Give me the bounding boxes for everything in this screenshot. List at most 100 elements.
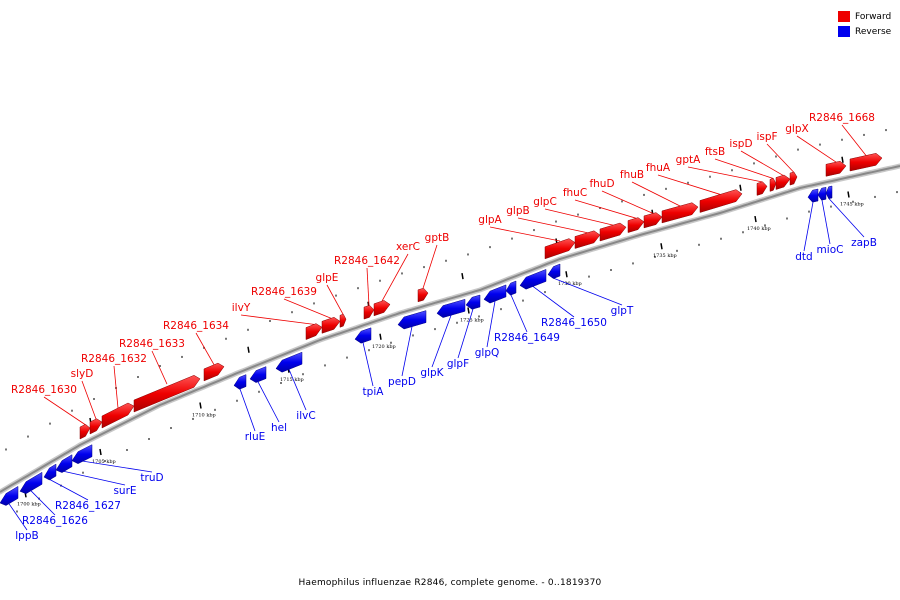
gene-label-glpf[interactable]: glpF <box>447 358 469 370</box>
gene-arrow-glpb[interactable] <box>574 230 601 249</box>
major-tick-mark <box>754 215 757 223</box>
major-tick-mark <box>739 184 742 191</box>
gene-label-fhuc[interactable]: fhuC <box>563 187 587 199</box>
gene-arrow-trud[interactable] <box>71 444 93 464</box>
gene-label-zapb[interactable]: zapB <box>851 237 877 249</box>
gene-label-glpe[interactable]: glpE <box>316 272 339 284</box>
gene-arrow-r2846-1626[interactable] <box>19 471 43 494</box>
gene-label-glpb[interactable]: glpB <box>506 205 529 217</box>
gene-arrow-dtd[interactable] <box>807 188 819 203</box>
gene-label-fhub[interactable]: fhuB <box>620 169 644 181</box>
gene-label-tpia[interactable]: tpiA <box>363 386 385 398</box>
gene-arrow-ilvc[interactable] <box>275 351 303 373</box>
gene-arrow-glpx[interactable] <box>825 160 847 177</box>
minor-tick-mark <box>775 155 777 158</box>
gene-label-ftsb[interactable]: ftsB <box>705 146 725 158</box>
gene-label-rlue[interactable]: rluE <box>245 431 266 443</box>
gene-label-glpk[interactable]: glpK <box>420 367 444 379</box>
gene-arrow-sure[interactable] <box>55 454 73 473</box>
gene-arrow-fhud[interactable] <box>643 212 663 229</box>
gene-label-ilvy[interactable]: ilvY <box>232 302 251 314</box>
gene-label-r2846-1642[interactable]: R2846_1642 <box>334 255 400 267</box>
gene-label-r2846-1650[interactable]: R2846_1650 <box>541 317 607 329</box>
backbone-shadow <box>0 163 900 495</box>
minor-tick-mark <box>522 299 524 302</box>
gene-label-lppb[interactable]: lppB <box>15 530 38 542</box>
gene-arrow-rlue[interactable] <box>233 374 247 390</box>
gene-label-glpc[interactable]: glpC <box>533 196 557 208</box>
gene-label-glpq[interactable]: glpQ <box>475 347 500 359</box>
kbp-tick-label: 1740 kbp <box>747 226 771 232</box>
gene-label-r2846-1634[interactable]: R2846_1634 <box>163 320 229 332</box>
gene-label-pepd[interactable]: pepD <box>388 376 416 388</box>
leader-line-glpk <box>431 315 452 368</box>
legend-forward: Forward <box>838 9 898 24</box>
gene-label-xerc[interactable]: xerC <box>396 241 420 253</box>
gene-label-r2846-1668[interactable]: R2846_1668 <box>809 112 875 124</box>
gene-label-fhua[interactable]: fhuA <box>646 162 671 174</box>
gene-label-trud[interactable]: truD <box>140 472 163 484</box>
gene-label-slyd[interactable]: slyD <box>71 368 94 380</box>
gene-arrow-pepd[interactable] <box>397 310 427 330</box>
gene-arrow-lppb[interactable] <box>0 485 19 506</box>
gene-arrow-xerc[interactable] <box>373 300 391 317</box>
gene-arrow-ftsb[interactable] <box>769 177 777 192</box>
gene-label-ispd[interactable]: ispD <box>729 138 752 150</box>
gene-label-glpx[interactable]: glpX <box>785 123 808 135</box>
gene-label-gptb[interactable]: gptB <box>425 232 450 244</box>
minor-tick-mark <box>16 510 18 513</box>
leader-line-glpb <box>517 217 588 234</box>
minor-tick-mark <box>258 390 260 393</box>
gene-arrow-tpia[interactable] <box>354 327 372 344</box>
gene-arrow-glpc[interactable] <box>599 222 627 242</box>
gene-arrow-slyd[interactable] <box>89 418 103 435</box>
gene-label-r2846-1627[interactable]: R2846_1627 <box>55 500 121 512</box>
minor-tick-mark <box>82 471 84 474</box>
gene-label-mioc[interactable]: mioC <box>817 244 844 256</box>
gene-arrow-r2846-1630[interactable] <box>79 424 91 440</box>
gene-arrow-glpk[interactable] <box>436 298 466 318</box>
gene-arrow-ispd[interactable] <box>775 174 791 190</box>
gene-label-gpta[interactable]: gptA <box>676 154 701 166</box>
gene-arrow-r2846-1668[interactable] <box>849 153 883 172</box>
gene-arrow-r2846-1650[interactable] <box>519 269 547 290</box>
gene-arrow-gpta[interactable] <box>756 181 768 196</box>
gene-arrow-ispf[interactable] <box>789 171 798 186</box>
gene-arrow-glpf[interactable] <box>465 294 481 310</box>
gene-arrow-fhub[interactable] <box>661 202 699 224</box>
gene-label-r2846-1649[interactable]: R2846_1649 <box>494 332 560 344</box>
gene-arrow-glpq[interactable] <box>483 284 507 304</box>
gene-label-r2846-1632[interactable]: R2846_1632 <box>81 353 147 365</box>
gene-label-ispf[interactable]: ispF <box>756 131 777 143</box>
gene-label-fhud[interactable]: fhuD <box>589 178 614 190</box>
gene-arrow-glpe[interactable] <box>339 313 347 328</box>
gene-arrow-r2846-1633[interactable] <box>133 375 201 413</box>
gene-label-sure[interactable]: surE <box>113 485 136 497</box>
gene-arrow-fhuc[interactable] <box>627 217 645 233</box>
gene-arrow-ilvy[interactable] <box>305 323 323 340</box>
gene-label-glpa[interactable]: glpA <box>478 214 502 226</box>
gene-label-glpt[interactable]: glpT <box>611 305 634 317</box>
leader-line-fhud <box>601 190 654 214</box>
gene-arrow-r2846-1639[interactable] <box>321 317 341 334</box>
gene-label-r2846-1626[interactable]: R2846_1626 <box>22 515 88 527</box>
gene-label-hel[interactable]: hel <box>271 422 287 434</box>
gene-arrow-r2846-1634[interactable] <box>203 362 225 382</box>
gene-arrow-zapb[interactable] <box>825 185 833 199</box>
gene-arrow-fhua[interactable] <box>699 189 743 213</box>
gene-label-r2846-1630[interactable]: R2846_1630 <box>11 384 77 396</box>
gene-label-ilvc[interactable]: ilvC <box>296 410 315 422</box>
gene-label-r2846-1633[interactable]: R2846_1633 <box>119 338 185 350</box>
gene-arrow-r2846-1632[interactable] <box>101 402 135 429</box>
gene-arrow-r2846-1627[interactable] <box>43 463 57 481</box>
gene-arrow-gptb[interactable] <box>417 287 429 303</box>
gene-arrow-r2846-1642[interactable] <box>363 305 375 320</box>
gene-arrow-hel[interactable] <box>249 366 267 383</box>
gene-arrow-glpt[interactable] <box>547 263 561 279</box>
gene-label-r2846-1639[interactable]: R2846_1639 <box>251 286 317 298</box>
gene-arrow-glpa[interactable] <box>544 238 576 260</box>
gene-arrow-r2846-1649[interactable] <box>505 280 517 296</box>
gene-label-dtd[interactable]: dtd <box>795 251 812 263</box>
gene-arrow-mioc[interactable] <box>817 186 827 201</box>
